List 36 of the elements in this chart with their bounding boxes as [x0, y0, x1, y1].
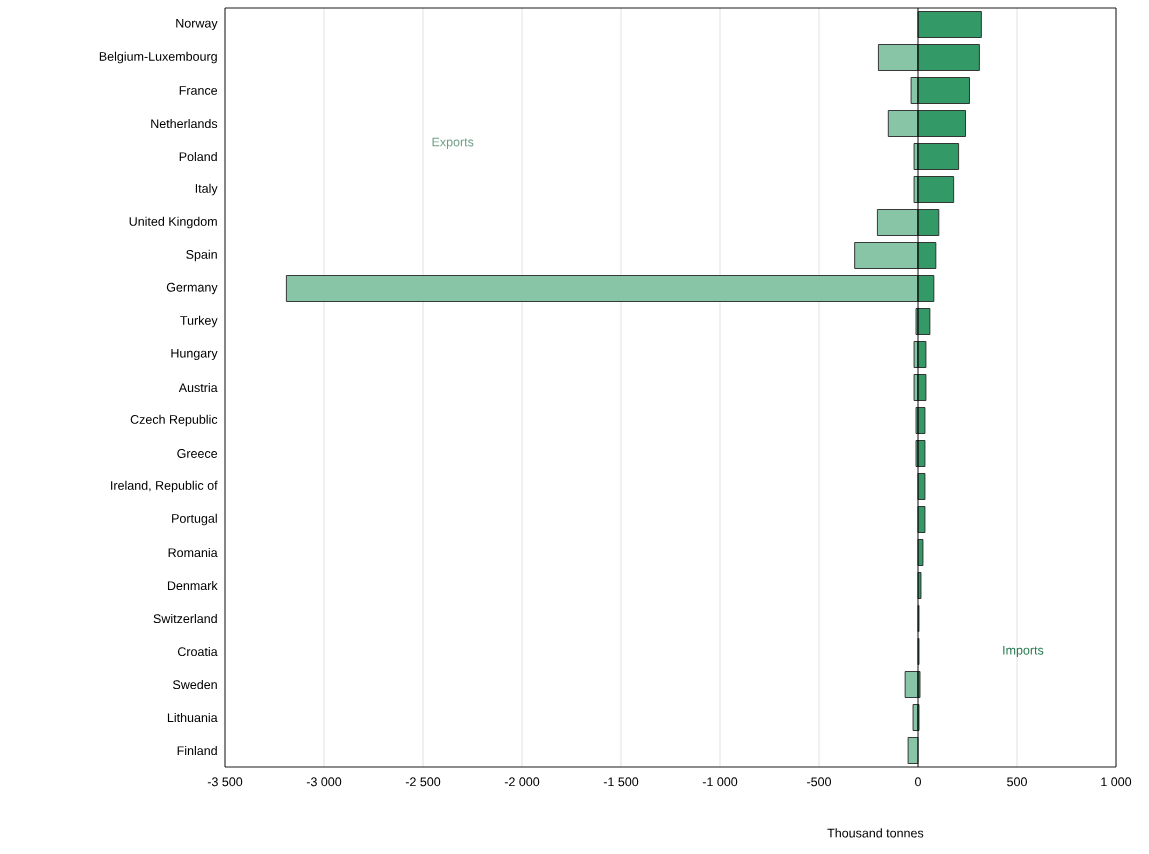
x-tick-label: -1 000 — [702, 777, 738, 787]
y-tick-label: Austria — [178, 382, 218, 393]
x-tick-label: -2 500 — [405, 777, 441, 787]
y-tick-label: Greece — [177, 449, 218, 458]
y-tick-label: Netherlands — [151, 118, 218, 129]
y-tick-label: Hungary — [171, 348, 218, 361]
y-tick-label: Switzerland — [153, 613, 217, 624]
text: Exports — [432, 137, 474, 149]
y-tick-label: Norway — [176, 18, 218, 31]
y-tick-label: Sweden — [173, 679, 217, 690]
x-tick-label: -500 — [807, 777, 832, 787]
y-tick-label: Belgium-Luxembourg — [99, 51, 217, 64]
x-tick-label: -2 000 — [504, 777, 540, 787]
y-tick-label: Turkey — [180, 315, 218, 328]
y-tick-label: Ireland, Republic of — [111, 480, 218, 493]
y-tick-label: Romania — [168, 547, 218, 558]
x-tick-label: -3 000 — [306, 777, 342, 787]
text: Imports — [1003, 645, 1044, 658]
y-tick-label: Portugal — [172, 513, 217, 526]
y-tick-label: United Kingdom — [129, 216, 217, 229]
y-tick-label: Lithuania — [167, 712, 218, 723]
x-tick-label: 1 000 — [1101, 777, 1132, 787]
y-tick-label: Italy — [195, 183, 218, 196]
x-axis-title: Thousand tonnes — [827, 828, 924, 838]
y-tick-label: Croatia — [177, 646, 218, 657]
x-tick-label: 0 — [915, 777, 921, 787]
x-tick-label: -3 500 — [207, 777, 243, 787]
y-tick-label: Germany — [166, 282, 218, 295]
y-tick-label: Spain — [186, 249, 217, 262]
y-tick-label: Czech Republic — [130, 414, 218, 427]
y-tick-label: Poland — [179, 151, 217, 162]
y-tick-label: Finland — [177, 745, 217, 756]
y-tick-label: France — [179, 86, 218, 95]
x-tick-label: 500 — [1007, 777, 1027, 787]
x-tick-label: -1 500 — [603, 777, 639, 787]
y-tick-label: Denmark — [167, 580, 218, 591]
